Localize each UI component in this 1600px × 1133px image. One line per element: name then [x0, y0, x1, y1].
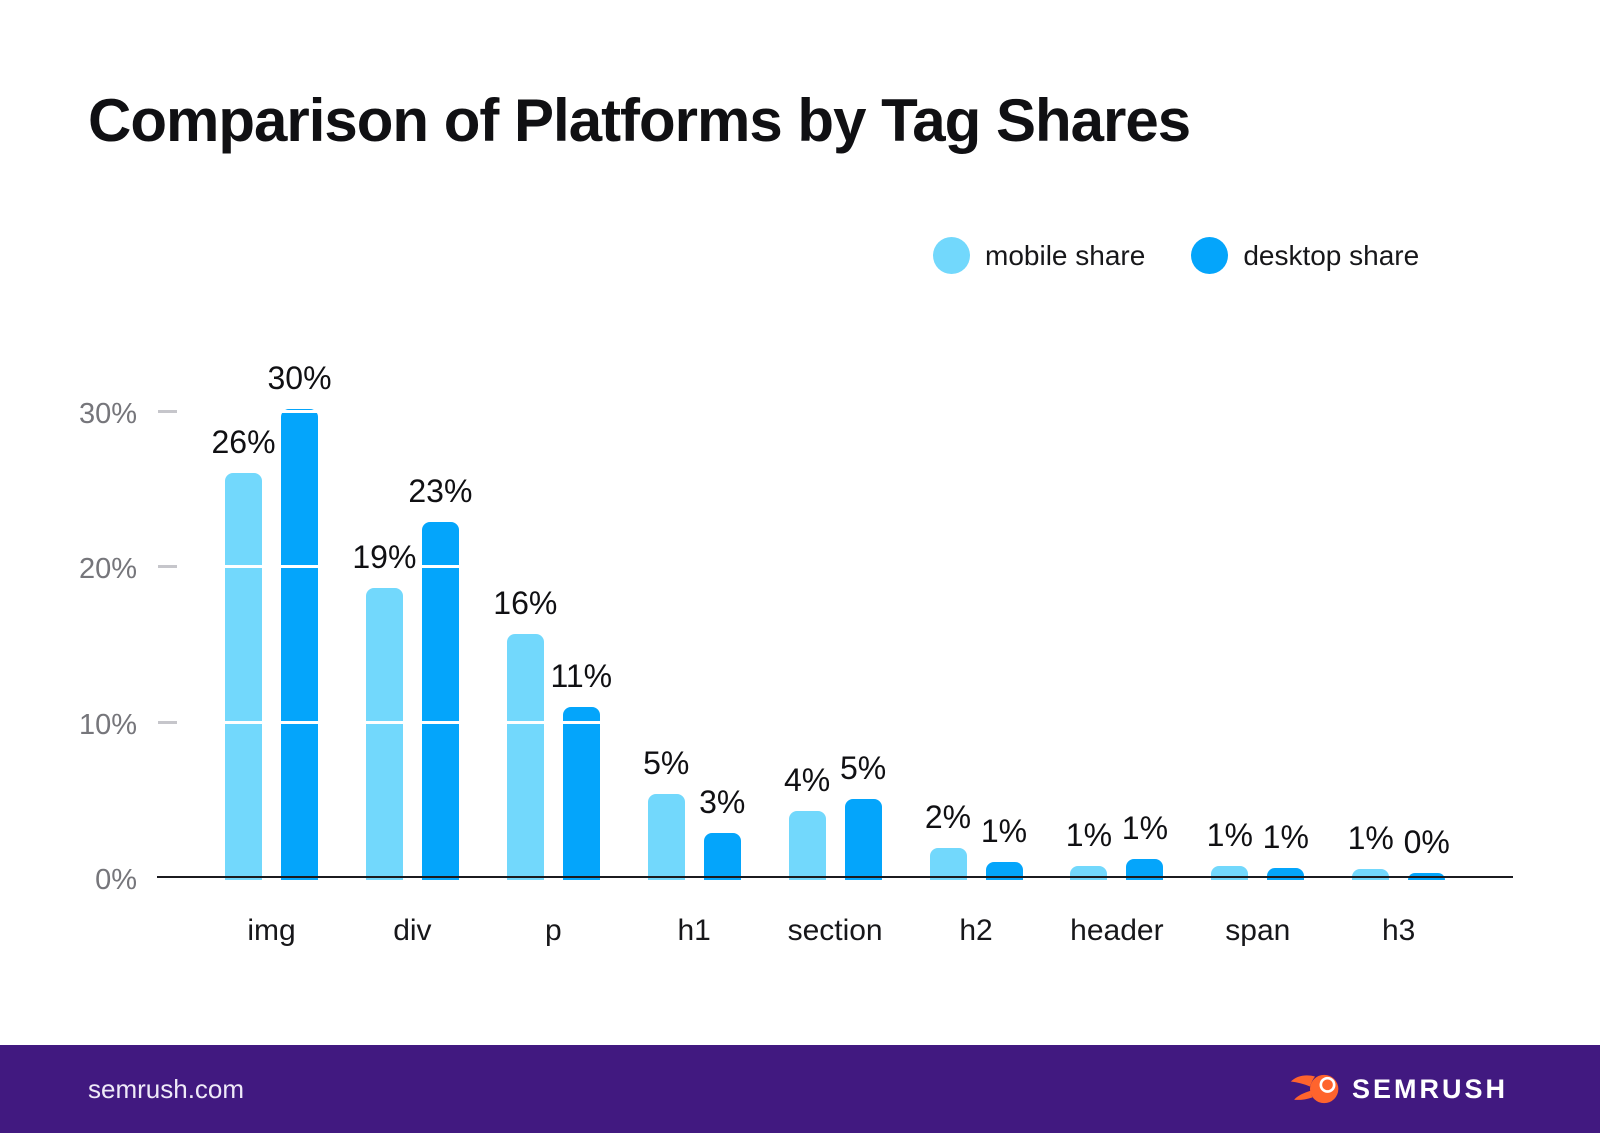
semrush-logo: SEMRUSH: [1290, 1072, 1508, 1106]
value-label-mobile-div: 19%: [352, 539, 417, 575]
x-axis-label-header: header: [1070, 914, 1164, 947]
gridline-30%: [157, 410, 1513, 414]
bar-desktop-section: [844, 799, 882, 880]
value-label-mobile-section: 4%: [783, 762, 831, 798]
value-label-mobile-h1: 5%: [643, 745, 690, 781]
legend-label-desktop-share: desktop share: [1243, 240, 1420, 271]
value-label-mobile-header: 1%: [1065, 817, 1113, 853]
semrush-flame-icon: [1290, 1074, 1339, 1104]
value-label-mobile-span: 1%: [1206, 817, 1253, 853]
x-axis-label-div: div: [393, 914, 432, 947]
gridline-10%: [157, 720, 1513, 724]
bar-mobile-div: [365, 588, 403, 880]
bar-mobile-p: [506, 634, 544, 880]
value-label-desktop-section: 5%: [839, 750, 887, 786]
bar-desktop-img: [281, 409, 318, 880]
x-axis-label-img: img: [247, 914, 296, 947]
value-label-desktop-p: 11%: [550, 658, 613, 694]
chart-legend: mobile share desktop share: [933, 237, 1419, 274]
value-label-mobile-h3: 1%: [1347, 820, 1394, 856]
bar-mobile-h1: [647, 794, 685, 880]
x-axis-line: [157, 876, 1513, 878]
y-tick-20%: [158, 565, 177, 569]
bar-desktop-span: [1267, 868, 1305, 880]
y-axis-label-10%: 10%: [78, 708, 137, 741]
y-axis-label-20%: 20%: [78, 553, 137, 586]
bar-desktop-p: [562, 707, 600, 880]
bar-desktop-header: [1126, 859, 1164, 880]
x-axis-label-section: section: [787, 914, 883, 947]
y-axis-label-30%: 30%: [78, 398, 137, 431]
plot-area: 26% 30% img 19% 23% div 16% 11% p 5% 3% h1 4% 5% secti…: [157, 340, 1513, 947]
x-axis-label-h1: h1: [677, 914, 711, 947]
value-label-mobile-img: 26%: [211, 424, 276, 460]
bar-mobile-h2: [929, 848, 967, 880]
value-label-desktop-img: 30%: [267, 360, 332, 396]
x-axis-label-h2: h2: [959, 914, 993, 947]
footer-bar: semrush.com SEMRUSH: [0, 1045, 1600, 1133]
bar-mobile-h3: [1352, 869, 1390, 880]
value-label-desktop-div: 23%: [408, 473, 473, 509]
desktop-share-swatch-icon: [1191, 237, 1229, 274]
y-tick-30%: [158, 410, 177, 414]
value-label-desktop-h1: 3%: [699, 784, 746, 820]
bar-mobile-img: [225, 473, 262, 880]
legend-item-mobile-share: mobile share: [933, 237, 1145, 274]
value-label-desktop-h2: 1%: [980, 813, 1028, 849]
bar-desktop-div: [421, 522, 459, 880]
mobile-share-swatch-icon: [933, 237, 970, 274]
semrush-wordmark: SEMRUSH: [1351, 1073, 1508, 1104]
x-axis-label-h3: h3: [1382, 914, 1416, 947]
source-url: semrush.com: [88, 1073, 245, 1104]
bar-mobile-section: [788, 811, 826, 880]
bar-desktop-h2: [985, 862, 1023, 880]
bar-desktop-h1: [703, 833, 741, 880]
value-label-mobile-p: 16%: [493, 585, 558, 621]
value-label-desktop-span: 1%: [1262, 819, 1309, 855]
legend-item-desktop-share: desktop share: [1191, 237, 1419, 274]
value-label-mobile-h2: 2%: [924, 799, 972, 835]
x-axis-label-p: p: [544, 914, 562, 947]
value-label-desktop-h3: 0%: [1403, 824, 1450, 860]
page-title: Comparison of Platforms by Tag Shares: [88, 87, 1191, 154]
x-axis-label-span: span: [1225, 914, 1291, 947]
bar-chart: 30% 20% 10% 0% 26% 30% img 19% 23% div 16% 11% p 5% 3…: [78, 340, 1513, 947]
y-axis-label-0%: 0%: [95, 864, 137, 896]
legend-label-mobile-share: mobile share: [985, 240, 1146, 271]
value-label-desktop-header: 1%: [1121, 810, 1169, 846]
gridline-20%: [157, 565, 1513, 569]
y-tick-10%: [158, 720, 177, 724]
